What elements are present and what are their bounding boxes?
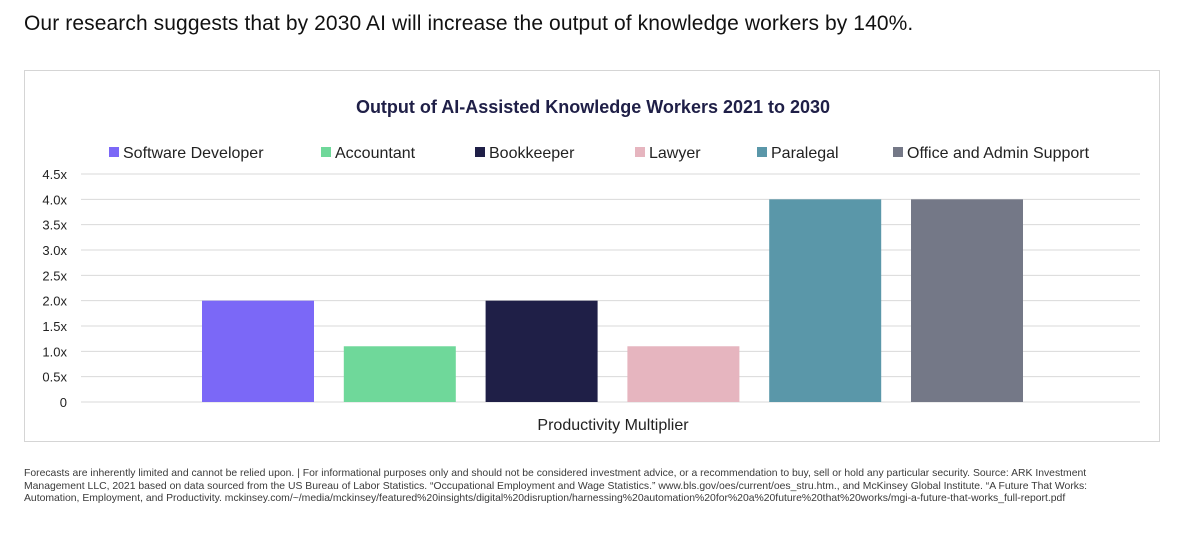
- legend-label-accountant: Accountant: [335, 145, 416, 162]
- y-tick-label: 0.5x: [42, 370, 67, 385]
- bar-accountant: [343, 346, 456, 402]
- y-tick-label: 1.0x: [42, 344, 67, 359]
- legend-label-paralegal: Paralegal: [771, 145, 839, 162]
- x-axis-label: Productivity Multiplier: [537, 417, 689, 434]
- bar-software-developer: [202, 300, 314, 402]
- legend-label-software-developer: Software Developer: [123, 145, 264, 162]
- y-tick-label: 2.0x: [42, 294, 67, 309]
- legend-label-lawyer: Lawyer: [649, 145, 701, 162]
- bar-office-and-admin-support: [911, 199, 1023, 402]
- bar-lawyer: [627, 346, 740, 402]
- legend-swatch-office-and-admin-support: [893, 147, 903, 157]
- bar-paralegal: [769, 199, 882, 402]
- chart-title: Output of AI-Assisted Knowledge Workers …: [356, 97, 830, 117]
- y-tick-label: 2.5x: [42, 268, 67, 283]
- bar-bookkeeper: [485, 300, 598, 402]
- footnote: Forecasts are inherently limited and can…: [24, 468, 1088, 504]
- y-tick-label: 4.5x: [42, 167, 67, 182]
- legend-swatch-paralegal: [757, 147, 767, 157]
- y-tick-label: 3.5x: [42, 218, 67, 233]
- legend-swatch-lawyer: [635, 147, 645, 157]
- bar-chart: Output of AI-Assisted Knowledge Workers …: [42, 97, 1140, 434]
- legend-swatch-software-developer: [109, 147, 119, 157]
- legend-label-office-and-admin-support: Office and Admin Support: [907, 145, 1090, 162]
- legend-label-bookkeeper: Bookkeeper: [489, 145, 575, 162]
- legend-swatch-bookkeeper: [475, 147, 485, 157]
- y-tick-label: 4.0x: [42, 192, 67, 207]
- y-tick-label: 1.5x: [42, 319, 67, 334]
- headline: Our research suggests that by 2030 AI wi…: [24, 12, 914, 35]
- y-tick-label: 3.0x: [42, 243, 67, 258]
- y-tick-label: 0: [60, 395, 67, 410]
- legend-swatch-accountant: [321, 147, 331, 157]
- chart-container: Output of AI-Assisted Knowledge Workers …: [24, 70, 1160, 442]
